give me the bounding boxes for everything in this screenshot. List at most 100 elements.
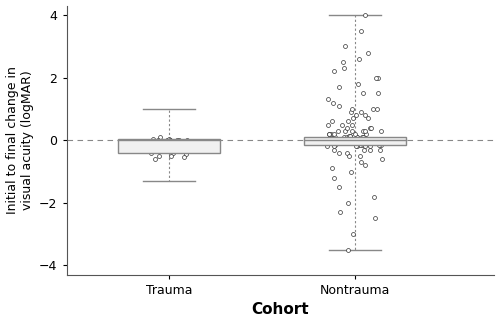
Point bbox=[331, 142, 339, 148]
Point bbox=[366, 136, 374, 141]
X-axis label: Cohort: Cohort bbox=[252, 302, 310, 318]
Point bbox=[329, 136, 337, 141]
Point bbox=[346, 133, 354, 138]
Point bbox=[325, 138, 333, 143]
Point bbox=[324, 144, 332, 149]
Point bbox=[352, 144, 360, 149]
Point bbox=[364, 116, 372, 121]
Point bbox=[342, 125, 350, 130]
Point bbox=[340, 134, 347, 140]
Point bbox=[357, 160, 365, 165]
Point bbox=[374, 75, 382, 80]
Point bbox=[340, 59, 347, 65]
Point bbox=[358, 128, 366, 133]
Point bbox=[347, 169, 355, 174]
Point bbox=[346, 153, 354, 159]
Point bbox=[340, 138, 348, 143]
Point bbox=[181, 149, 189, 154]
Point bbox=[334, 138, 342, 143]
Point bbox=[348, 122, 356, 127]
Point bbox=[376, 136, 384, 141]
Point bbox=[354, 144, 362, 149]
Point bbox=[174, 141, 182, 146]
Point bbox=[334, 139, 342, 144]
Point bbox=[336, 84, 344, 89]
Point bbox=[182, 152, 190, 157]
Point bbox=[344, 150, 351, 155]
Point bbox=[337, 138, 345, 143]
Point bbox=[328, 166, 336, 171]
Point bbox=[326, 138, 334, 143]
Point bbox=[324, 122, 332, 127]
Y-axis label: Initial to final change in
visual acuity (logMAR): Initial to final change in visual acuity… bbox=[6, 66, 34, 214]
Point bbox=[346, 109, 354, 115]
Point bbox=[374, 91, 382, 96]
Point bbox=[377, 142, 385, 148]
Point bbox=[333, 138, 341, 143]
Point bbox=[336, 210, 344, 215]
Point bbox=[349, 232, 357, 237]
Point bbox=[353, 134, 361, 140]
Point bbox=[351, 139, 359, 144]
Point bbox=[330, 144, 338, 149]
Point bbox=[176, 138, 184, 143]
Point bbox=[371, 216, 379, 221]
Point bbox=[363, 138, 371, 143]
Point bbox=[358, 134, 366, 140]
Point bbox=[356, 142, 364, 148]
Point bbox=[166, 138, 174, 143]
Point bbox=[358, 91, 366, 96]
Point bbox=[329, 138, 337, 143]
Point bbox=[344, 134, 351, 140]
Point bbox=[342, 44, 349, 49]
Point bbox=[338, 138, 345, 143]
Point bbox=[180, 145, 188, 151]
Point bbox=[324, 131, 332, 137]
Point bbox=[356, 109, 364, 115]
Point bbox=[344, 119, 351, 124]
Point bbox=[370, 194, 378, 199]
Point bbox=[172, 141, 179, 146]
Point bbox=[168, 150, 176, 155]
Point bbox=[348, 128, 356, 133]
Point bbox=[352, 138, 360, 143]
Point bbox=[353, 134, 361, 140]
Point bbox=[342, 128, 349, 133]
Point bbox=[352, 113, 360, 118]
Bar bbox=[304, 137, 406, 145]
Point bbox=[367, 125, 375, 130]
Point bbox=[376, 142, 384, 148]
Point bbox=[330, 175, 338, 180]
Point bbox=[344, 136, 352, 141]
Point bbox=[372, 75, 380, 80]
Point bbox=[330, 131, 338, 137]
Point bbox=[154, 138, 162, 143]
Point bbox=[180, 155, 188, 160]
Point bbox=[340, 66, 348, 71]
Point bbox=[156, 134, 164, 140]
Point bbox=[328, 133, 336, 138]
Point bbox=[344, 141, 351, 146]
Point bbox=[378, 136, 386, 141]
Point bbox=[355, 139, 363, 144]
Point bbox=[155, 153, 163, 159]
Point bbox=[334, 150, 342, 155]
Point bbox=[360, 147, 368, 152]
Point bbox=[357, 28, 365, 33]
Point bbox=[360, 134, 368, 140]
Point bbox=[370, 138, 378, 143]
Point bbox=[149, 138, 157, 143]
Point bbox=[326, 133, 334, 138]
Point bbox=[346, 139, 354, 144]
Point bbox=[328, 131, 336, 137]
Point bbox=[354, 81, 362, 87]
Point bbox=[352, 139, 360, 144]
Point bbox=[324, 141, 332, 146]
Point bbox=[378, 156, 386, 162]
Point bbox=[366, 125, 374, 130]
Point bbox=[173, 138, 181, 143]
Point bbox=[372, 138, 380, 143]
Point bbox=[351, 131, 359, 137]
Point bbox=[176, 141, 184, 146]
Point bbox=[359, 134, 367, 140]
